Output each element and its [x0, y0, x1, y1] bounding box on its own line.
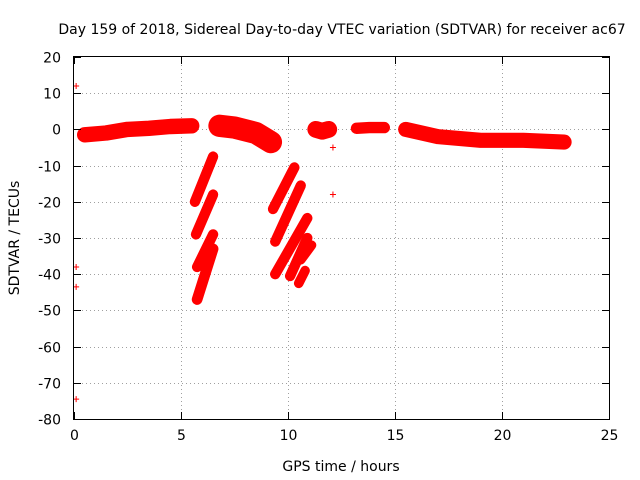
x-axis-label: GPS time / hours	[282, 459, 399, 475]
data-point	[324, 125, 333, 134]
data-point	[380, 123, 389, 132]
data-point	[266, 138, 275, 147]
data-point	[296, 181, 305, 190]
plot-border	[73, 56, 610, 420]
grid	[74, 57, 609, 419]
y-tick-label: 0	[52, 123, 61, 139]
data-point	[290, 163, 299, 172]
series-stroke-10e	[295, 240, 317, 265]
y-tick-label: -70	[38, 377, 61, 393]
data-band	[350, 121, 390, 135]
x-tick-label: 15	[387, 428, 405, 444]
data-point	[271, 270, 280, 279]
series-arc-3	[307, 120, 338, 140]
y-tick-label: 10	[43, 87, 61, 103]
data-marks	[73, 82, 572, 403]
data-point	[294, 279, 303, 288]
y-tick-label: -60	[38, 341, 61, 357]
data-point	[303, 214, 312, 223]
data-band	[270, 212, 313, 280]
series-stroke-10b	[270, 180, 306, 247]
axis-ticks: 0 5 10 15 20 25 20 10 0 -10 -20 -30 -40 -50 -60 -70 -80	[38, 51, 618, 445]
data-point	[80, 130, 89, 139]
data-point	[73, 283, 80, 290]
y-tick-label: -30	[38, 232, 61, 248]
y-tick-label: -80	[38, 413, 61, 429]
data-point	[209, 190, 218, 199]
data-band	[191, 243, 219, 305]
data-point	[209, 152, 218, 161]
data-point	[352, 124, 361, 133]
data-point	[307, 241, 316, 250]
data-point	[73, 396, 80, 403]
data-band	[398, 121, 572, 150]
x-tick-label: 0	[70, 428, 79, 444]
data-point	[73, 263, 80, 270]
data-band	[295, 240, 317, 265]
x-tick-label: 10	[280, 428, 298, 444]
data-point	[73, 82, 80, 89]
series-arc-5	[398, 121, 572, 150]
data-point	[215, 121, 224, 130]
series-stroke-6c	[191, 229, 219, 273]
y-tick-label: -10	[38, 160, 61, 176]
series-arc-1	[76, 118, 200, 143]
y-tick-label: -40	[38, 268, 61, 284]
data-point	[303, 234, 312, 242]
data-point	[193, 295, 202, 304]
y-tick-label: -50	[38, 304, 61, 320]
data-point	[311, 125, 320, 134]
data-band	[293, 265, 310, 289]
data-point	[190, 197, 199, 206]
data-point	[329, 144, 336, 151]
data-point	[271, 237, 280, 246]
data-point	[193, 262, 202, 271]
series-outliers	[73, 82, 336, 403]
data-band	[208, 114, 283, 154]
data-point	[187, 121, 196, 130]
data-point	[329, 191, 336, 198]
y-axis-label: SDTVAR / TECUs	[7, 181, 23, 296]
data-point	[209, 244, 218, 253]
series-stroke-10a	[267, 162, 300, 215]
series-stroke-10f	[293, 265, 310, 289]
data-point	[209, 230, 218, 239]
series-stroke-6a	[189, 151, 219, 207]
series-arc-2	[208, 114, 283, 154]
chart-title: Day 159 of 2018, Sidereal Day-to-day VTE…	[58, 22, 625, 38]
y-tick-label: 20	[43, 51, 61, 67]
data-band	[267, 162, 300, 215]
y-tick-label: -20	[38, 196, 61, 212]
x-tick-label: 20	[494, 428, 512, 444]
data-point	[191, 230, 200, 239]
data-band	[76, 118, 200, 143]
data-band	[189, 151, 219, 207]
data-point	[401, 125, 410, 134]
series-stroke-10c	[270, 212, 313, 280]
series-stroke-6d	[191, 243, 219, 305]
data-point	[296, 255, 305, 264]
data-point	[301, 266, 310, 275]
data-band	[270, 180, 306, 247]
data-point	[269, 205, 278, 214]
series-arc-4	[350, 121, 390, 135]
data-point	[560, 138, 569, 147]
data-band	[191, 229, 219, 273]
x-tick-label: 25	[601, 428, 619, 444]
data-point	[286, 272, 295, 281]
data-band	[190, 189, 219, 240]
series-stroke-6b	[190, 189, 219, 240]
x-tick-label: 5	[177, 428, 186, 444]
